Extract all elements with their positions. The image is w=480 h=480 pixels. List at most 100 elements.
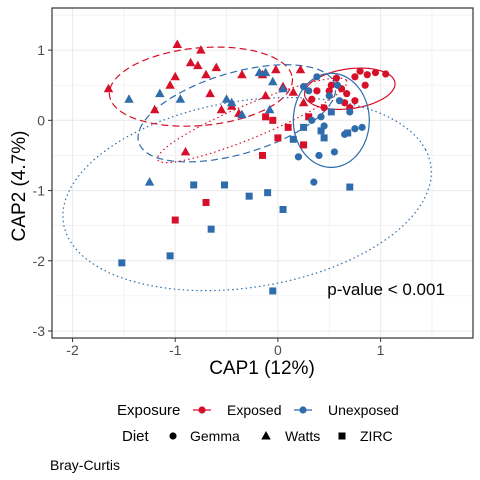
- point-unexposed-zirc: [269, 287, 277, 295]
- point-unexposed-watts: [221, 94, 232, 103]
- point-exposed-gemma: [356, 67, 364, 75]
- point-exposed-gemma: [351, 73, 359, 81]
- point-exposed-watts: [237, 69, 247, 79]
- point-unexposed-zirc: [221, 181, 229, 189]
- point-exposed-watts: [196, 45, 206, 54]
- point-exposed-watts: [260, 90, 271, 100]
- point-exposed-gemma: [332, 74, 341, 82]
- point-unexposed-zirc: [279, 206, 287, 214]
- point-unexposed-gemma: [315, 151, 323, 160]
- legend-key-point: [299, 406, 307, 414]
- point-unexposed-gemma: [310, 178, 318, 186]
- point-unexposed-gemma: [325, 92, 333, 100]
- ellipse-unexposed-zirc: [62, 96, 432, 292]
- point-unexposed-watts: [226, 97, 237, 107]
- point-unexposed-watts: [237, 109, 247, 119]
- point-unexposed-watts: [254, 67, 265, 77]
- point-exposed-gemma: [351, 97, 359, 105]
- legend-diet-key: [338, 432, 346, 440]
- point-unexposed-zirc: [207, 225, 215, 233]
- x-tick-label: -2: [66, 342, 79, 358]
- point-unexposed-zirc: [300, 123, 308, 131]
- point-exposed-watts: [271, 64, 281, 74]
- point-exposed-gemma: [382, 70, 390, 78]
- point-unexposed-gemma: [358, 123, 366, 131]
- point-exposed-watts: [172, 39, 183, 49]
- point-exposed-watts: [103, 83, 114, 93]
- point-unexposed-gemma: [335, 97, 344, 105]
- panel-bg: [52, 8, 473, 338]
- point-unexposed-zirc: [190, 181, 198, 189]
- point-unexposed-gemma: [299, 83, 308, 91]
- point-unexposed-watts: [260, 67, 271, 77]
- point-exposed-zirc: [305, 113, 313, 121]
- point-unexposed-gemma: [305, 87, 313, 95]
- point-unexposed-zirc: [264, 189, 272, 197]
- p-value-annotation: p-value < 0.001: [327, 280, 445, 299]
- legend-exposure-title: Exposure: [117, 402, 180, 419]
- legend-exposure-label: Unexposed: [328, 402, 399, 418]
- legend-diet-key: [261, 431, 271, 440]
- plot-panel-background: [52, 8, 473, 338]
- legend-key-point: [198, 406, 206, 414]
- y-tick-label: 0: [37, 112, 45, 128]
- point-exposed-gemma: [313, 87, 321, 95]
- point-exposed-watts: [216, 104, 227, 114]
- point-unexposed-watts: [175, 94, 186, 103]
- x-axis-ticks: -2 -1 0 1: [66, 338, 385, 358]
- point-exposed-watts: [298, 97, 309, 107]
- point-unexposed-watts: [278, 83, 288, 93]
- data-points: [103, 39, 390, 295]
- point-unexposed-watts: [268, 76, 278, 86]
- y-tick-label: -1: [33, 183, 46, 199]
- point-exposed-zirc: [274, 134, 282, 142]
- point-unexposed-gemma: [346, 108, 354, 116]
- point-exposed-watts: [170, 71, 180, 81]
- point-exposed-zirc: [300, 141, 308, 149]
- legend-exposure-label: Exposed: [227, 402, 281, 418]
- point-exposed-watts: [211, 62, 222, 72]
- x-tick-label: 1: [377, 342, 385, 358]
- point-exposed-watts: [295, 64, 306, 74]
- point-unexposed-gemma: [317, 113, 325, 121]
- x-tick-label: 0: [274, 342, 282, 358]
- point-exposed-gemma: [371, 68, 380, 77]
- point-unexposed-zirc: [317, 127, 325, 135]
- point-exposed-zirc: [262, 113, 270, 121]
- ellipse-unexposed-gemma: [292, 72, 370, 168]
- legend: Exposure Exposed Unexposed Diet Gemma Watts ZI…: [117, 402, 399, 445]
- confidence-ellipses: [62, 46, 432, 292]
- point-unexposed-gemma: [330, 148, 338, 156]
- point-exposed-watts: [205, 88, 215, 98]
- point-unexposed-gemma: [333, 81, 342, 89]
- point-unexposed-zirc: [118, 259, 126, 267]
- y-tick-label: -2: [33, 253, 46, 269]
- y-tick-label: -3: [33, 323, 46, 339]
- point-exposed-watts: [201, 69, 211, 79]
- legend-diet-label: Watts: [285, 428, 320, 444]
- point-exposed-watts: [180, 146, 191, 156]
- point-exposed-watts: [193, 60, 203, 70]
- point-exposed-zirc: [202, 198, 210, 206]
- ellipse-exposed-gemma: [303, 67, 396, 110]
- ellipse-exposed-watts: [108, 46, 293, 127]
- point-unexposed-gemma: [313, 73, 321, 81]
- caption: Bray-Curtis: [50, 457, 120, 473]
- point-exposed-watts: [185, 57, 196, 67]
- legend-diet-key: [169, 432, 177, 440]
- plot-panel-border: [51, 7, 474, 339]
- point-exposed-watts: [288, 87, 299, 96]
- point-exposed-zirc: [284, 123, 292, 131]
- point-unexposed-zirc: [327, 108, 335, 116]
- y-axis-title: CAP2 (4.7%): [9, 131, 30, 242]
- point-exposed-gemma: [363, 71, 371, 79]
- point-exposed-watts: [149, 104, 160, 114]
- x-axis-title: CAP1 (12%): [209, 358, 315, 379]
- point-exposed-zirc: [171, 216, 179, 224]
- point-unexposed-watts: [144, 177, 155, 186]
- point-exposed-zirc: [259, 151, 266, 159]
- point-unexposed-zirc: [344, 129, 352, 137]
- legend-diet-label: Gemma: [190, 428, 240, 444]
- ellipse-unexposed-watts: [137, 64, 337, 163]
- point-unexposed-zirc: [346, 183, 354, 191]
